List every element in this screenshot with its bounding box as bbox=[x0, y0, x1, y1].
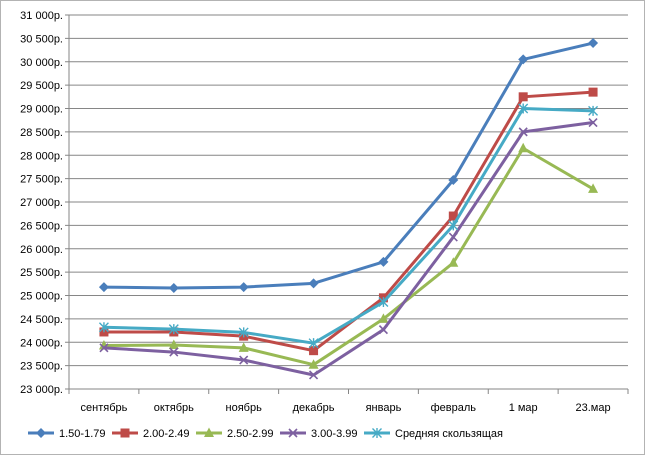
series-line bbox=[102, 121, 595, 377]
data-point bbox=[588, 87, 598, 97]
y-tick-label: 26 000р. bbox=[20, 244, 63, 256]
legend-label: 1.50-1.79 bbox=[59, 428, 105, 440]
y-tick-label: 31 000р. bbox=[20, 10, 63, 22]
x-tick-label: декабрь bbox=[293, 402, 335, 414]
data-point bbox=[238, 342, 249, 352]
series-line bbox=[102, 90, 595, 353]
y-tick-label: 27 500р. bbox=[20, 174, 63, 186]
legend-item: 3.00-3.99 bbox=[280, 428, 357, 440]
data-point bbox=[378, 313, 389, 323]
legend-item: 2.00-2.49 bbox=[112, 428, 189, 440]
data-point bbox=[168, 339, 179, 350]
series-line bbox=[102, 41, 595, 290]
series-1 bbox=[98, 38, 599, 294]
series-4 bbox=[99, 117, 598, 380]
legend-marker bbox=[204, 427, 214, 437]
data-point bbox=[448, 220, 459, 231]
data-point bbox=[378, 256, 389, 267]
y-axis-ticks: 23 000р. 23 500р. 24 000р. 24 500р. 25 000р.… bbox=[20, 10, 70, 396]
data-point bbox=[239, 355, 249, 365]
data-point bbox=[448, 257, 459, 267]
data-point bbox=[238, 327, 249, 338]
series-5 bbox=[98, 103, 599, 349]
legend-label: 2.50-2.99 bbox=[227, 428, 273, 440]
data-point bbox=[98, 282, 109, 293]
x-tick-label: январь bbox=[366, 402, 402, 414]
y-tick-label: 27 000р. bbox=[20, 197, 63, 209]
legend-label: Средняя скользящая bbox=[395, 428, 503, 440]
legend-item: 1.50-1.79 bbox=[28, 428, 105, 440]
y-tick-label: 25 000р. bbox=[20, 291, 63, 303]
data-point bbox=[518, 92, 528, 102]
data-point bbox=[518, 54, 529, 65]
x-tick-label: февраль bbox=[431, 402, 477, 414]
x-tick-label: 1 мар bbox=[509, 402, 538, 414]
legend-marker bbox=[372, 428, 382, 438]
series-line bbox=[102, 107, 595, 345]
legend-marker bbox=[288, 428, 298, 438]
data-point bbox=[308, 278, 319, 289]
legend-label: 3.00-3.99 bbox=[311, 428, 357, 440]
data-point bbox=[99, 343, 109, 353]
legend: 1.50-1.79 2.00-2.49 2.50-2.99 3.00-3.99 Сред… bbox=[28, 427, 503, 440]
data-point bbox=[448, 211, 458, 221]
y-tick-label: 28 500р. bbox=[20, 127, 63, 139]
y-tick-label: 26 500р. bbox=[20, 220, 63, 232]
legend-marker bbox=[120, 428, 130, 438]
series-2 bbox=[99, 87, 598, 356]
data-point bbox=[98, 322, 109, 333]
x-tick-label: сентябрь bbox=[81, 402, 128, 414]
y-tick-label: 29 500р. bbox=[20, 80, 63, 92]
legend-item: 2.50-2.99 bbox=[196, 427, 273, 440]
data-point bbox=[588, 117, 598, 128]
y-tick-label: 30 500р. bbox=[20, 33, 63, 45]
y-tick-label: 23 000р. bbox=[20, 384, 63, 396]
data-point bbox=[238, 282, 249, 293]
y-tick-label: 25 500р. bbox=[20, 267, 63, 279]
y-tick-label: 30 000р. bbox=[20, 57, 63, 69]
y-tick-label: 29 000р. bbox=[20, 104, 63, 116]
x-axis: сентябрь октябрь ноябрь декабрь январь феврал… bbox=[68, 388, 629, 414]
data-point bbox=[378, 297, 389, 308]
series-3 bbox=[98, 142, 599, 369]
data-point bbox=[518, 103, 529, 114]
data-point bbox=[308, 370, 319, 380]
data-point bbox=[518, 142, 529, 153]
y-tick-label: 28 000р. bbox=[20, 150, 63, 162]
gridlines bbox=[69, 14, 628, 367]
legend-marker bbox=[36, 428, 46, 438]
legend-item: Средняя скользящая bbox=[364, 428, 503, 440]
x-tick-label: 23.мар bbox=[576, 402, 611, 414]
data-point bbox=[308, 338, 319, 349]
y-tick-label: 24 500р. bbox=[20, 314, 63, 326]
x-tick-label: октябрь bbox=[154, 402, 194, 414]
data-point bbox=[168, 324, 179, 335]
y-tick-label: 24 000р. bbox=[20, 337, 63, 349]
data-point bbox=[518, 127, 528, 137]
legend-label: 2.00-2.49 bbox=[143, 428, 189, 440]
data-point bbox=[588, 38, 599, 49]
data-point bbox=[378, 325, 389, 335]
data-point bbox=[448, 175, 459, 186]
data-point bbox=[309, 346, 319, 356]
data-point bbox=[448, 232, 458, 242]
data-point bbox=[308, 359, 319, 369]
x-tick-label: ноябрь bbox=[226, 402, 263, 414]
data-point bbox=[168, 283, 179, 294]
data-point bbox=[588, 183, 599, 193]
y-tick-label: 23 500р. bbox=[20, 361, 63, 373]
series-lines bbox=[98, 38, 599, 380]
series-line bbox=[102, 146, 595, 367]
data-point bbox=[588, 105, 599, 116]
data-point bbox=[169, 347, 179, 357]
